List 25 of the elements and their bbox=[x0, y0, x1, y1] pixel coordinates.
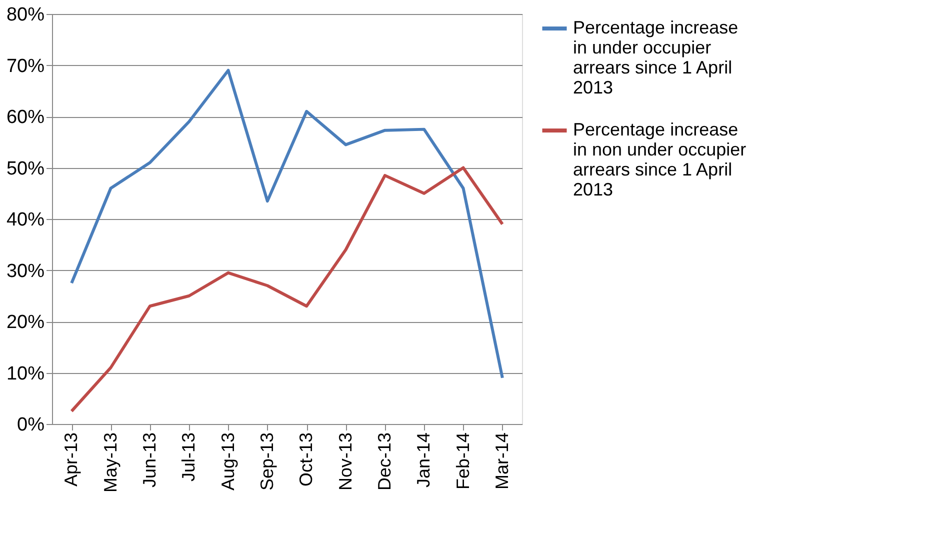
y-tick-label: 20% bbox=[6, 312, 45, 333]
x-tick-label: Nov-13 bbox=[335, 432, 356, 491]
x-tick-label: Dec-13 bbox=[374, 432, 394, 491]
x-tick-label: Aug-13 bbox=[218, 432, 238, 491]
y-tick-label: 80% bbox=[6, 4, 45, 26]
x-tick-label: Jun-13 bbox=[139, 432, 160, 488]
y-tick-label: 0% bbox=[17, 414, 45, 436]
y-tick-label: 30% bbox=[6, 260, 45, 282]
legend-label: Percentage increase in non under occupier arrears since 1 April 2013 bbox=[573, 120, 746, 200]
x-tick-label: Oct-13 bbox=[296, 432, 316, 487]
line-series bbox=[70, 166, 504, 413]
y-tick-label: 40% bbox=[6, 210, 45, 230]
x-tick-label: Jul-13 bbox=[178, 432, 199, 482]
x-tick-label: Mar-14 bbox=[492, 432, 512, 490]
y-tick-label: 50% bbox=[6, 158, 45, 180]
x-tick-label: Jan-14 bbox=[414, 432, 434, 488]
y-tick-label: 60% bbox=[6, 107, 45, 128]
x-tick-label: Apr-13 bbox=[61, 432, 82, 487]
y-tick-label: 10% bbox=[6, 363, 45, 384]
x-tick-label: Sep-13 bbox=[256, 432, 277, 491]
line-series bbox=[70, 68, 504, 380]
x-tick-label: Feb-14 bbox=[452, 432, 473, 490]
x-tick-label: May-13 bbox=[100, 432, 120, 493]
y-tick-label: 70% bbox=[6, 56, 45, 77]
legend-label: Percentage increase in under occupier arrears since 1 April 2013 bbox=[573, 18, 738, 98]
